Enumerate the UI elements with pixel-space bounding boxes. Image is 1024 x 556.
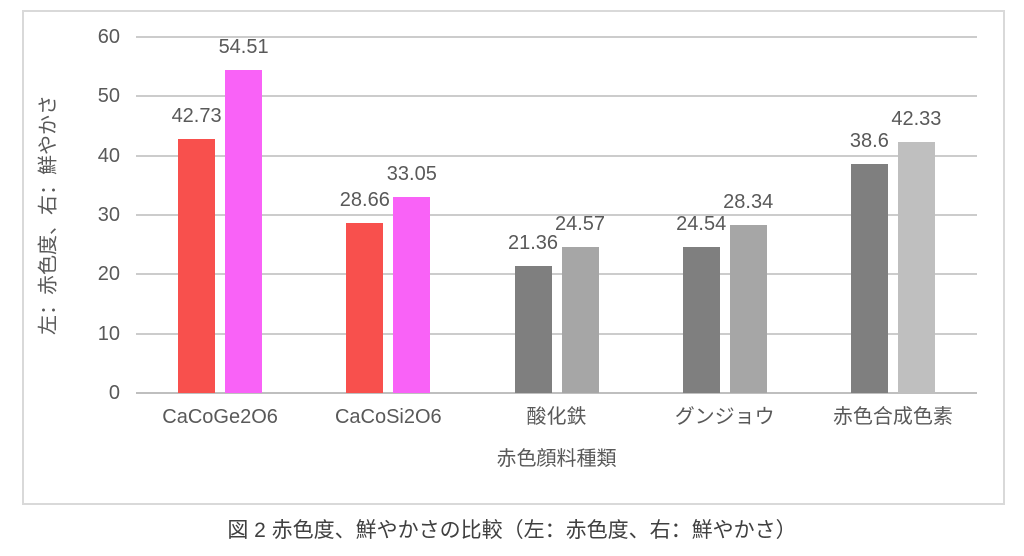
bar-value-label: 54.51 — [218, 35, 269, 58]
y-axis-tick-label: 0 — [108, 382, 120, 404]
y-axis-tick-label: 40 — [97, 144, 120, 167]
category-label-CaCoGe2O6: CaCoGe2O6 — [162, 406, 278, 428]
bar-value-label: 33.05 — [386, 162, 437, 185]
bar-赤色度-CaCoSi2O6 — [346, 222, 384, 393]
gridline — [136, 273, 977, 276]
x-axis-title: 赤色顔料種類 — [496, 448, 617, 470]
category-label-グンジョウ: グンジョウ — [674, 406, 775, 428]
chart-caption: 図 2 赤色度、鮮やかさの比較（左：赤色度、右：鮮やかさ） — [227, 519, 797, 542]
bar-value-label: 42.73 — [171, 105, 222, 128]
y-axis-tick-label: 60 — [97, 26, 120, 48]
bar-赤色度-CaCoGe2O6 — [178, 139, 216, 393]
bar-value-label: 28.34 — [723, 190, 774, 213]
gridline — [136, 154, 977, 157]
bar-value-label: 38.6 — [849, 129, 889, 152]
y-axis-tick-label: 20 — [97, 263, 120, 286]
gridline — [136, 95, 977, 98]
bar-鮮やかさ-CaCoSi2O6 — [393, 196, 431, 393]
y-axis-title: 左：赤色度、右：鮮やかさ — [37, 95, 60, 335]
bar-鮮やかさ-赤色合成色素 — [897, 141, 935, 393]
bar-赤色度-赤色合成色素 — [850, 163, 888, 393]
y-axis-tick-label: 10 — [97, 322, 120, 345]
bar-value-label: 24.57 — [554, 213, 606, 236]
bar-赤色度-グンジョウ — [682, 247, 720, 393]
gridline — [136, 214, 977, 216]
gridline — [136, 36, 977, 38]
y-axis-tick-label: 50 — [97, 85, 120, 108]
bar-value-label: 28.66 — [339, 188, 390, 211]
category-label-酸化鉄: 酸化鉄 — [526, 406, 587, 428]
gridline — [136, 332, 977, 335]
bar-value-label: 21.36 — [507, 232, 559, 255]
bar-鮮やかさ-グンジョウ — [729, 224, 767, 393]
category-label-CaCoSi2O6: CaCoSi2O6 — [334, 406, 442, 428]
y-axis-tick-label: 30 — [97, 204, 120, 226]
bar-鮮やかさ-酸化鉄 — [561, 247, 599, 393]
category-label-赤色合成色素: 赤色合成色素 — [832, 406, 953, 428]
x-axis-line — [136, 392, 977, 394]
bar-鮮やかさ-CaCoGe2O6 — [225, 69, 263, 393]
bar-value-label: 24.54 — [676, 213, 727, 236]
bar-chart: 0 10 20 30 40 50 60 42.73 54.51 28.66 33.05 21.36 2… — [22, 10, 1005, 505]
bar-value-label: 42.33 — [891, 107, 942, 130]
bar-赤色度-酸化鉄 — [514, 266, 552, 393]
